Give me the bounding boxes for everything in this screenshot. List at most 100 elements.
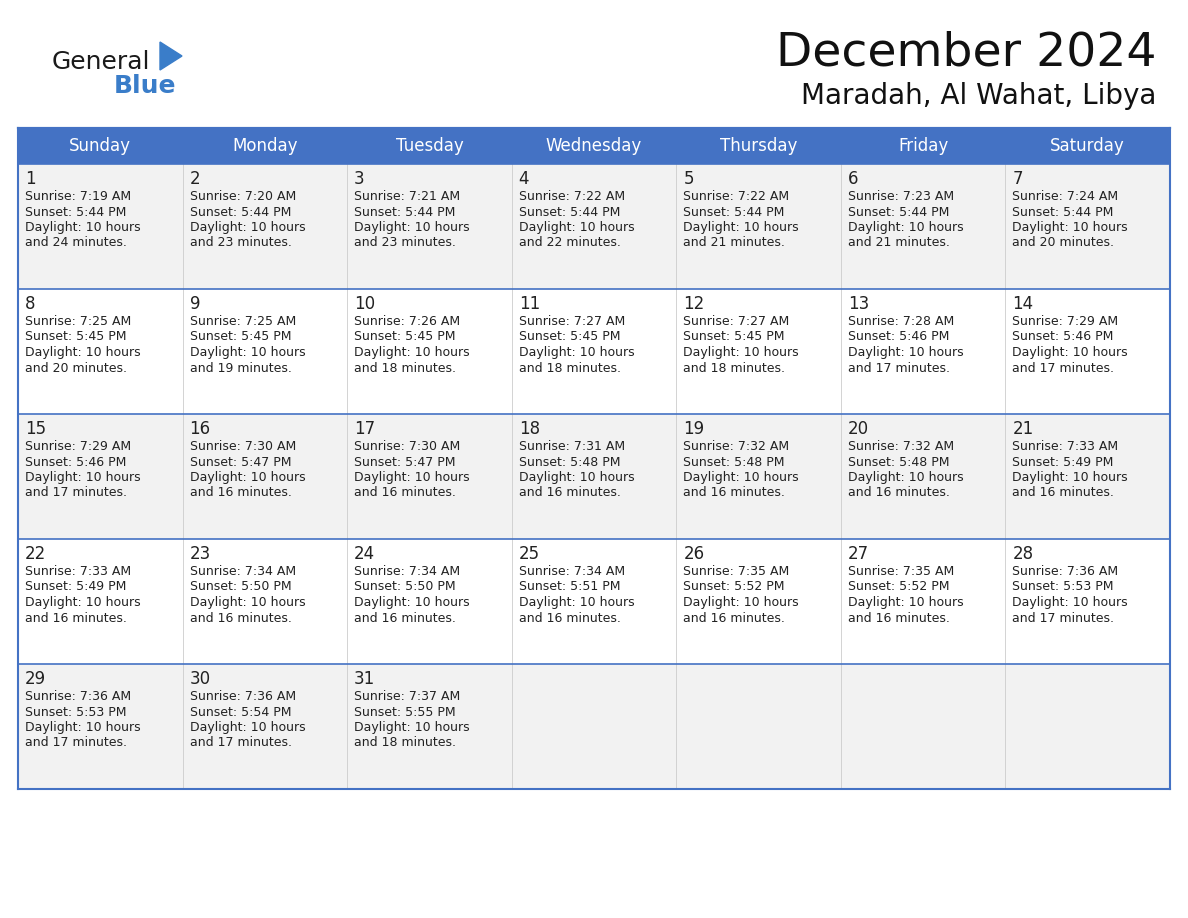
Text: 24: 24 (354, 545, 375, 563)
Text: Daylight: 10 hours: Daylight: 10 hours (354, 721, 469, 734)
Text: Sunrise: 7:22 AM: Sunrise: 7:22 AM (683, 190, 789, 203)
Text: Sunrise: 7:31 AM: Sunrise: 7:31 AM (519, 440, 625, 453)
Text: Daylight: 10 hours: Daylight: 10 hours (190, 596, 305, 609)
Text: 2: 2 (190, 170, 201, 188)
Text: Sunset: 5:44 PM: Sunset: 5:44 PM (354, 206, 455, 218)
Text: Sunrise: 7:34 AM: Sunrise: 7:34 AM (354, 565, 460, 578)
Text: Sunrise: 7:24 AM: Sunrise: 7:24 AM (1012, 190, 1119, 203)
Text: Daylight: 10 hours: Daylight: 10 hours (190, 721, 305, 734)
Text: Sunset: 5:49 PM: Sunset: 5:49 PM (1012, 455, 1114, 468)
Text: Sunset: 5:45 PM: Sunset: 5:45 PM (354, 330, 456, 343)
Text: and 18 minutes.: and 18 minutes. (354, 362, 456, 375)
Text: Sunrise: 7:27 AM: Sunrise: 7:27 AM (683, 315, 790, 328)
Text: Sunrise: 7:28 AM: Sunrise: 7:28 AM (848, 315, 954, 328)
Text: Sunset: 5:48 PM: Sunset: 5:48 PM (848, 455, 949, 468)
Text: 23: 23 (190, 545, 210, 563)
Text: Sunrise: 7:30 AM: Sunrise: 7:30 AM (190, 440, 296, 453)
Text: Sunrise: 7:34 AM: Sunrise: 7:34 AM (190, 565, 296, 578)
Bar (18, 664, 1170, 789)
Text: Thursday: Thursday (720, 137, 797, 155)
Text: Daylight: 10 hours: Daylight: 10 hours (683, 221, 798, 234)
Text: Sunset: 5:53 PM: Sunset: 5:53 PM (1012, 580, 1114, 594)
Text: Sunset: 5:47 PM: Sunset: 5:47 PM (354, 455, 456, 468)
Text: 17: 17 (354, 420, 375, 438)
Text: Sunset: 5:44 PM: Sunset: 5:44 PM (25, 206, 126, 218)
Text: Sunrise: 7:30 AM: Sunrise: 7:30 AM (354, 440, 461, 453)
Text: Daylight: 10 hours: Daylight: 10 hours (1012, 346, 1129, 359)
Text: Sunset: 5:46 PM: Sunset: 5:46 PM (1012, 330, 1114, 343)
Text: Daylight: 10 hours: Daylight: 10 hours (683, 596, 798, 609)
Text: Sunset: 5:48 PM: Sunset: 5:48 PM (683, 455, 785, 468)
Text: Daylight: 10 hours: Daylight: 10 hours (190, 346, 305, 359)
Text: December 2024: December 2024 (776, 30, 1156, 75)
Text: and 16 minutes.: and 16 minutes. (190, 487, 291, 499)
Text: 22: 22 (25, 545, 46, 563)
Text: Sunrise: 7:20 AM: Sunrise: 7:20 AM (190, 190, 296, 203)
Text: Daylight: 10 hours: Daylight: 10 hours (354, 221, 469, 234)
Text: 15: 15 (25, 420, 46, 438)
Text: Sunrise: 7:37 AM: Sunrise: 7:37 AM (354, 690, 461, 703)
Text: and 16 minutes.: and 16 minutes. (25, 611, 127, 624)
Text: 31: 31 (354, 670, 375, 688)
Text: Sunrise: 7:32 AM: Sunrise: 7:32 AM (848, 440, 954, 453)
Text: Daylight: 10 hours: Daylight: 10 hours (1012, 471, 1129, 484)
Text: Daylight: 10 hours: Daylight: 10 hours (354, 471, 469, 484)
Text: Sunset: 5:45 PM: Sunset: 5:45 PM (190, 330, 291, 343)
Text: Sunset: 5:55 PM: Sunset: 5:55 PM (354, 706, 456, 719)
Bar (18, 414, 1170, 539)
Bar (18, 539, 1170, 664)
Text: and 17 minutes.: and 17 minutes. (848, 362, 950, 375)
Text: Sunset: 5:52 PM: Sunset: 5:52 PM (848, 580, 949, 594)
Text: Daylight: 10 hours: Daylight: 10 hours (354, 596, 469, 609)
Text: and 23 minutes.: and 23 minutes. (190, 237, 291, 250)
Text: Sunrise: 7:33 AM: Sunrise: 7:33 AM (25, 565, 131, 578)
Text: Sunset: 5:47 PM: Sunset: 5:47 PM (190, 455, 291, 468)
Text: 25: 25 (519, 545, 539, 563)
Text: Sunset: 5:51 PM: Sunset: 5:51 PM (519, 580, 620, 594)
Text: 21: 21 (1012, 420, 1034, 438)
Text: Sunrise: 7:36 AM: Sunrise: 7:36 AM (1012, 565, 1119, 578)
Text: Sunset: 5:48 PM: Sunset: 5:48 PM (519, 455, 620, 468)
Text: and 16 minutes.: and 16 minutes. (190, 611, 291, 624)
Text: and 17 minutes.: and 17 minutes. (1012, 362, 1114, 375)
Text: 9: 9 (190, 295, 200, 313)
Text: Sunset: 5:44 PM: Sunset: 5:44 PM (190, 206, 291, 218)
Text: 16: 16 (190, 420, 210, 438)
Text: Daylight: 10 hours: Daylight: 10 hours (683, 471, 798, 484)
Text: 13: 13 (848, 295, 870, 313)
Text: Sunset: 5:45 PM: Sunset: 5:45 PM (683, 330, 785, 343)
Text: Sunset: 5:44 PM: Sunset: 5:44 PM (848, 206, 949, 218)
Text: 28: 28 (1012, 545, 1034, 563)
Text: General: General (52, 50, 151, 74)
Text: Daylight: 10 hours: Daylight: 10 hours (1012, 596, 1129, 609)
Text: and 21 minutes.: and 21 minutes. (848, 237, 949, 250)
Text: Sunset: 5:44 PM: Sunset: 5:44 PM (519, 206, 620, 218)
Text: Sunset: 5:52 PM: Sunset: 5:52 PM (683, 580, 785, 594)
Text: Daylight: 10 hours: Daylight: 10 hours (354, 346, 469, 359)
Text: and 16 minutes.: and 16 minutes. (683, 487, 785, 499)
Bar (18, 164, 1170, 289)
Text: Sunset: 5:45 PM: Sunset: 5:45 PM (25, 330, 126, 343)
Text: and 20 minutes.: and 20 minutes. (25, 362, 127, 375)
Text: Friday: Friday (898, 137, 948, 155)
Text: and 21 minutes.: and 21 minutes. (683, 237, 785, 250)
Text: Sunset: 5:50 PM: Sunset: 5:50 PM (354, 580, 456, 594)
Text: Daylight: 10 hours: Daylight: 10 hours (25, 721, 140, 734)
Text: and 22 minutes.: and 22 minutes. (519, 237, 620, 250)
Text: Sunrise: 7:25 AM: Sunrise: 7:25 AM (190, 315, 296, 328)
Text: Blue: Blue (114, 74, 177, 98)
Text: 20: 20 (848, 420, 868, 438)
Text: Daylight: 10 hours: Daylight: 10 hours (519, 221, 634, 234)
Text: 1: 1 (25, 170, 36, 188)
Text: Sunset: 5:54 PM: Sunset: 5:54 PM (190, 706, 291, 719)
Text: and 23 minutes.: and 23 minutes. (354, 237, 456, 250)
Text: and 16 minutes.: and 16 minutes. (1012, 487, 1114, 499)
Text: Daylight: 10 hours: Daylight: 10 hours (190, 221, 305, 234)
Text: Sunset: 5:49 PM: Sunset: 5:49 PM (25, 580, 126, 594)
Text: 29: 29 (25, 670, 46, 688)
Polygon shape (160, 42, 182, 70)
Text: and 18 minutes.: and 18 minutes. (683, 362, 785, 375)
Text: Sunrise: 7:29 AM: Sunrise: 7:29 AM (25, 440, 131, 453)
Text: and 16 minutes.: and 16 minutes. (354, 487, 456, 499)
Text: and 18 minutes.: and 18 minutes. (519, 362, 620, 375)
